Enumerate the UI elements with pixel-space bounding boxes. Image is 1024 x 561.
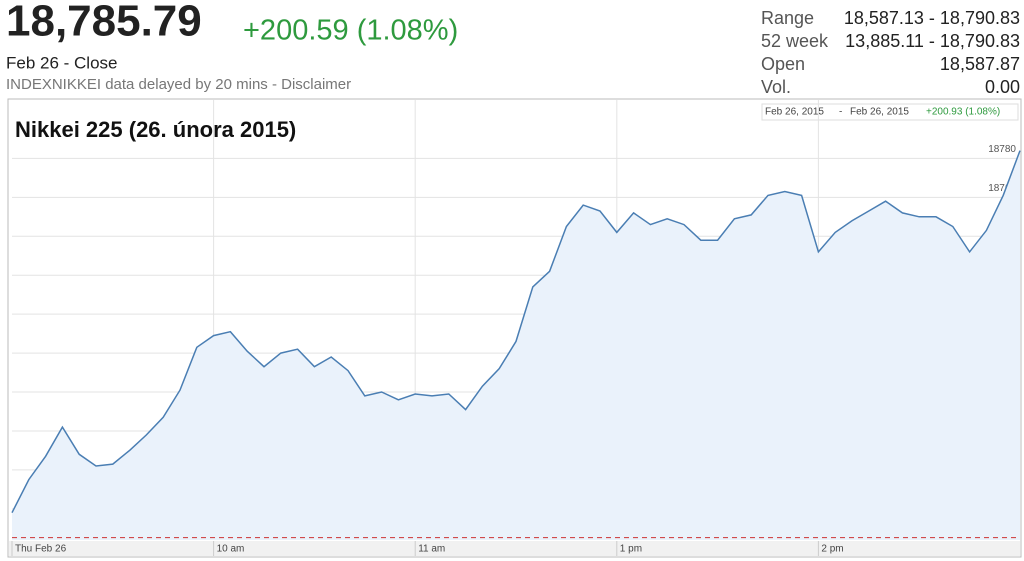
y-tick-label: 18760 — [988, 183, 1016, 194]
stat-label: Open — [761, 54, 805, 74]
price: 18,785.79 — [6, 0, 202, 46]
stats: Range 18,587.13 - 18,790.83 52 week 13,885.… — [761, 8, 1020, 97]
range-separator: - — [839, 107, 842, 118]
area — [12, 150, 1020, 540]
stat-label: Range — [761, 8, 814, 28]
source-note: INDEXNIKKEI data delayed by 20 mins - Di… — [6, 76, 351, 93]
stat-value: 13,885.11 - 18,790.83 — [845, 31, 1020, 51]
range-box — [761, 103, 1019, 121]
range-from: Feb 26, 2015 — [765, 107, 824, 118]
stat-value: 0.00 — [985, 77, 1020, 97]
stat-value: 18,587.13 - 18,790.83 — [844, 8, 1020, 28]
price-change: +200.59 (1.08%) — [243, 15, 458, 47]
x-tick-label: 11 am — [418, 544, 445, 555]
x-axis-strip — [9, 541, 1020, 556]
close-date: Feb 26 - Close — [6, 53, 118, 72]
price-line — [11, 150, 1021, 514]
stat-label: Vol. — [761, 77, 791, 97]
x-tick-label: 10 am — [217, 544, 245, 555]
stat-label: 52 week — [761, 31, 829, 51]
chart-title: Nikkei 225 (26. února 2015) — [15, 117, 296, 142]
range-to: Feb 26, 2015 — [850, 107, 909, 118]
x-tick-label: 2 pm — [821, 544, 843, 555]
y-tick-label: 18780 — [988, 144, 1016, 155]
x-tick-label: 1 pm — [620, 544, 642, 555]
x-tick-label: Thu Feb 26 — [15, 544, 67, 555]
range-change: +200.93 (1.08%) — [926, 107, 1000, 118]
stat-value: 18,587.87 — [940, 54, 1020, 74]
plot: 1860018620186401866018680187001872018740… — [11, 100, 1021, 556]
